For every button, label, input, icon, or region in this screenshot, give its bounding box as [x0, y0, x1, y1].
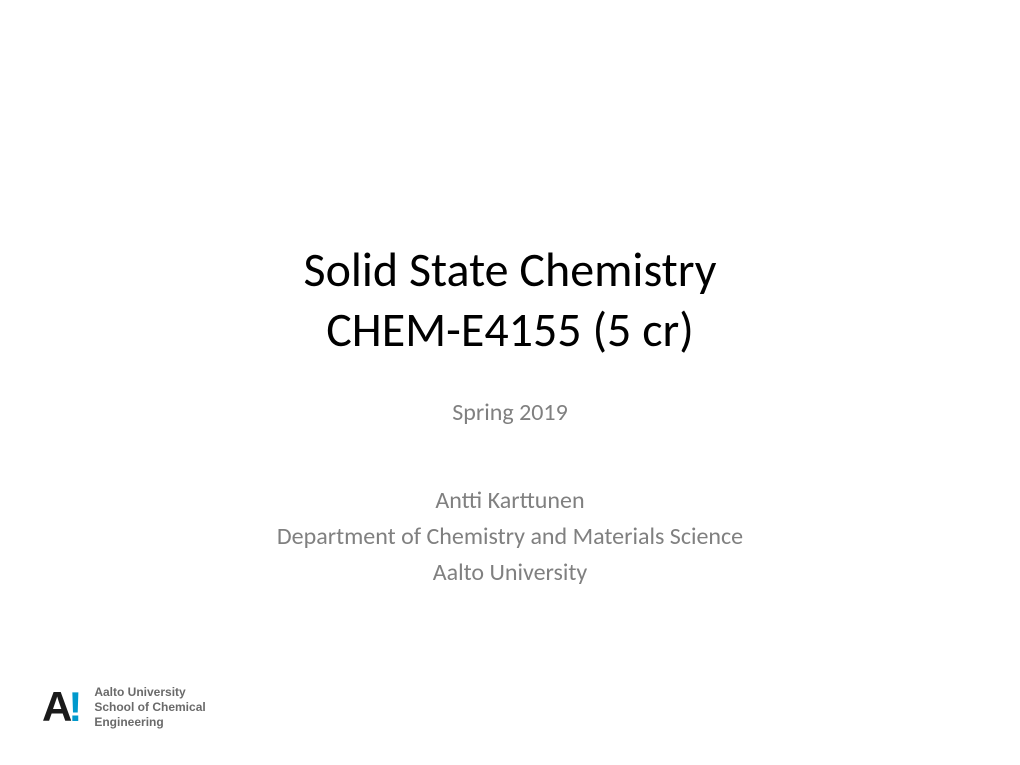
aalto-logo: A ! Aalto University School of Chemical …: [42, 683, 206, 731]
logo-letter-a: A: [42, 683, 70, 731]
department-name: Department of Chemistry and Materials Sc…: [0, 519, 1020, 555]
slide-subtitle: Spring 2019: [0, 398, 1020, 427]
logo-text: Aalto University School of Chemical Engi…: [94, 685, 205, 730]
slide-content: Solid State Chemistry CHEM-E4155 (5 cr) …: [0, 240, 1020, 591]
logo-text-line-3: Engineering: [94, 715, 205, 730]
author-name: Antti Karttunen: [0, 483, 1020, 519]
logo-text-line-1: Aalto University: [94, 685, 205, 700]
author-block: Antti Karttunen Department of Chemistry …: [0, 483, 1020, 591]
title-line-2: CHEM-E4155 (5 cr): [0, 300, 1020, 360]
title-line-1: Solid State Chemistry: [0, 240, 1020, 300]
slide-title: Solid State Chemistry CHEM-E4155 (5 cr): [0, 240, 1020, 360]
logo-exclaim-icon: !: [68, 683, 82, 731]
logo-mark: A !: [42, 683, 82, 731]
university-name: Aalto University: [0, 555, 1020, 591]
logo-text-line-2: School of Chemical: [94, 700, 205, 715]
